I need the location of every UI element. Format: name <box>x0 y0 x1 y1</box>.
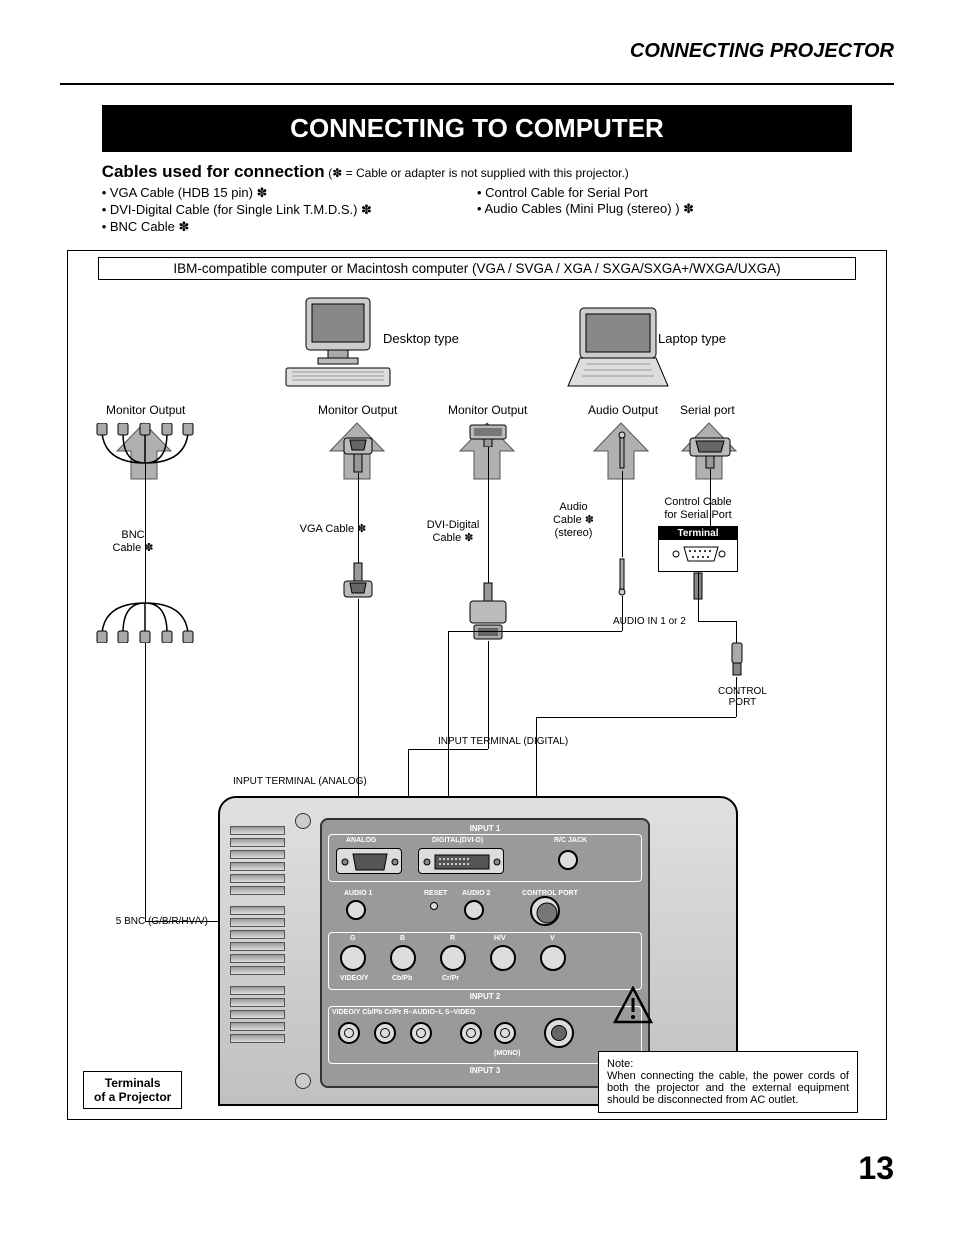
panel-label: R/C JACK <box>554 837 587 844</box>
reset-button <box>430 902 438 910</box>
bnc-port <box>390 945 416 971</box>
terminal-panel: INPUT 1 ANALOG DIGITAL(DVI-D) R/C JACK A… <box>320 818 650 1088</box>
bnc-port <box>440 945 466 971</box>
cable-label: Control Cable for Serial Port <box>658 496 738 522</box>
control-port <box>530 896 560 926</box>
cables-right-col: • Control Cable for Serial Port • Audio … <box>477 184 852 236</box>
rca-port <box>494 1022 516 1044</box>
warning-icon <box>613 986 653 1026</box>
compat-bar: IBM-compatible computer or Macintosh com… <box>98 257 856 280</box>
bnc-port <box>490 945 516 971</box>
cable-item: • BNC Cable ✽ <box>102 219 477 235</box>
cables-heading: Cables used for connection <box>102 162 325 181</box>
vga-port <box>336 848 402 874</box>
din-plug-icon <box>728 641 746 682</box>
cable-item: • Control Cable for Serial Port <box>477 185 852 200</box>
output-label: Audio Output <box>588 403 658 417</box>
cable-item: • DVI-Digital Cable (for Single Link T.M… <box>102 202 477 218</box>
panel-label: VIDEO/Y Cb/Pb Cr/Pr R–AUDIO–L S–VIDEO <box>332 1009 642 1016</box>
output-label: Monitor Output <box>448 403 527 417</box>
rc-jack <box>558 850 578 870</box>
terminals-label: Terminals of a Projector <box>83 1071 182 1109</box>
cable-item: • Audio Cables (Mini Plug (stereo) ) ✽ <box>477 201 852 217</box>
page-title: CONNECTING TO COMPUTER <box>102 105 853 152</box>
bnc-port <box>540 945 566 971</box>
rca-port <box>460 1022 482 1044</box>
audio2-port <box>464 900 484 920</box>
panel-label: INPUT 1 <box>322 824 648 833</box>
panel-label: RESET <box>424 890 447 897</box>
panel-label: H/V <box>494 935 506 942</box>
cable-label: Audio Cable ✽ (stereo) <box>546 501 601 541</box>
cable-item: • VGA Cable (HDB 15 pin) ✽ <box>102 185 477 201</box>
bnc-connector-icon <box>90 601 200 648</box>
panel-label: ANALOG <box>346 837 376 844</box>
audio1-port <box>346 900 366 920</box>
control-port-label: CONTROL PORT <box>718 686 767 708</box>
cable-label: DVI-Digital Cable ✽ <box>418 519 488 545</box>
laptop-computer-icon <box>558 306 678 396</box>
cables-section: Cables used for connection (✽ = Cable or… <box>102 162 853 236</box>
cable-label: BNC Cable ✽ <box>103 529 163 555</box>
bnc-port <box>340 945 366 971</box>
panel-label: DIGITAL(DVI-D) <box>432 837 483 844</box>
terminal-box: Terminal <box>658 526 738 572</box>
vga-connector-icon <box>340 561 376 604</box>
panel-label: AUDIO 1 <box>344 890 372 897</box>
panel-label: Cb/Pb <box>392 975 412 982</box>
vent-slots <box>230 826 285 1046</box>
connection-diagram: IBM-compatible computer or Macintosh com… <box>67 250 887 1120</box>
audio-in-label: AUDIO IN 1 or 2 <box>613 616 686 627</box>
desktop-computer-icon <box>278 296 398 396</box>
output-label: Monitor Output <box>318 403 397 417</box>
panel-label: B <box>400 935 405 942</box>
audio-jack-icon <box>616 431 628 476</box>
laptop-label: Laptop type <box>658 331 726 346</box>
screw-icon <box>295 1073 311 1089</box>
panel-label: AUDIO 2 <box>462 890 490 897</box>
panel-label: V <box>550 935 555 942</box>
header-rule <box>60 83 894 85</box>
svideo-port <box>544 1018 574 1048</box>
screw-icon <box>295 813 311 829</box>
panel-label: Cr/Pr <box>442 975 459 982</box>
cables-left-col: • VGA Cable (HDB 15 pin) ✽ • DVI-Digital… <box>102 184 477 236</box>
output-label: Monitor Output <box>106 403 185 417</box>
input-digital-label: INPUT TERMINAL (DIGITAL) <box>438 736 568 747</box>
cable-label: VGA Cable ✽ <box>293 523 373 536</box>
panel-label: (MONO) <box>494 1050 520 1057</box>
output-label: Serial port <box>680 403 735 417</box>
dvi-port <box>418 848 504 874</box>
input-analog-label: INPUT TERMINAL (ANALOG) <box>233 776 367 787</box>
panel-label: INPUT 2 <box>322 992 648 1001</box>
note-box: Note: When connecting the cable, the pow… <box>598 1051 858 1113</box>
serial-port-icon <box>659 540 737 571</box>
terminal-title: Terminal <box>659 527 737 540</box>
panel-label: VIDEO/Y <box>340 975 368 982</box>
rca-port <box>410 1022 432 1044</box>
rca-port <box>338 1022 360 1044</box>
cables-note: (✽ = Cable or adapter is not supplied wi… <box>328 166 629 180</box>
note-head: Note: <box>607 1058 849 1070</box>
page-number: 13 <box>60 1150 894 1187</box>
note-body: When connecting the cable, the power cor… <box>607 1070 849 1106</box>
dvi-connector-icon <box>466 581 510 646</box>
rca-port <box>374 1022 396 1044</box>
section-header: CONNECTING PROJECTOR <box>60 40 894 63</box>
desktop-label: Desktop type <box>383 331 459 346</box>
panel-label: R <box>450 935 455 942</box>
audio-jack-icon <box>616 556 628 601</box>
panel-label: G <box>350 935 355 942</box>
